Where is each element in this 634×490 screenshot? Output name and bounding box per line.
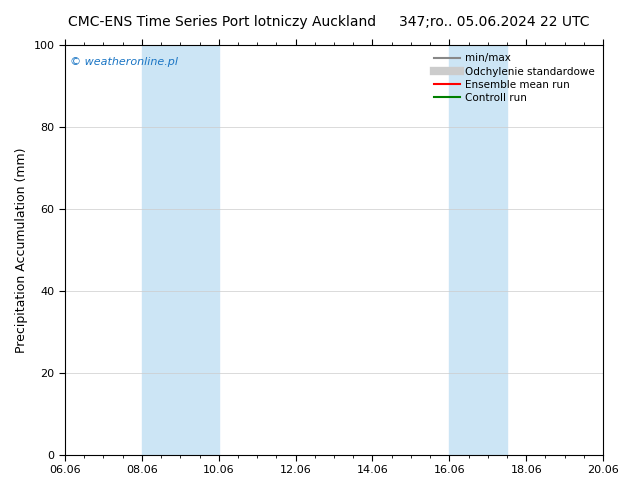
Y-axis label: Precipitation Accumulation (mm): Precipitation Accumulation (mm) [15,147,28,353]
Bar [450,45,507,455]
Legend: min/max, Odchylenie standardowe, Ensemble mean run, Controll run: min/max, Odchylenie standardowe, Ensembl… [430,50,598,106]
Text: CMC-ENS Time Series Port lotniczy Auckland: CMC-ENS Time Series Port lotniczy Auckla… [68,15,376,29]
Text: 347;ro.. 05.06.2024 22 UTC: 347;ro.. 05.06.2024 22 UTC [399,15,590,29]
Text: © weatheronline.pl: © weatheronline.pl [70,57,178,67]
Bar [142,45,219,455]
